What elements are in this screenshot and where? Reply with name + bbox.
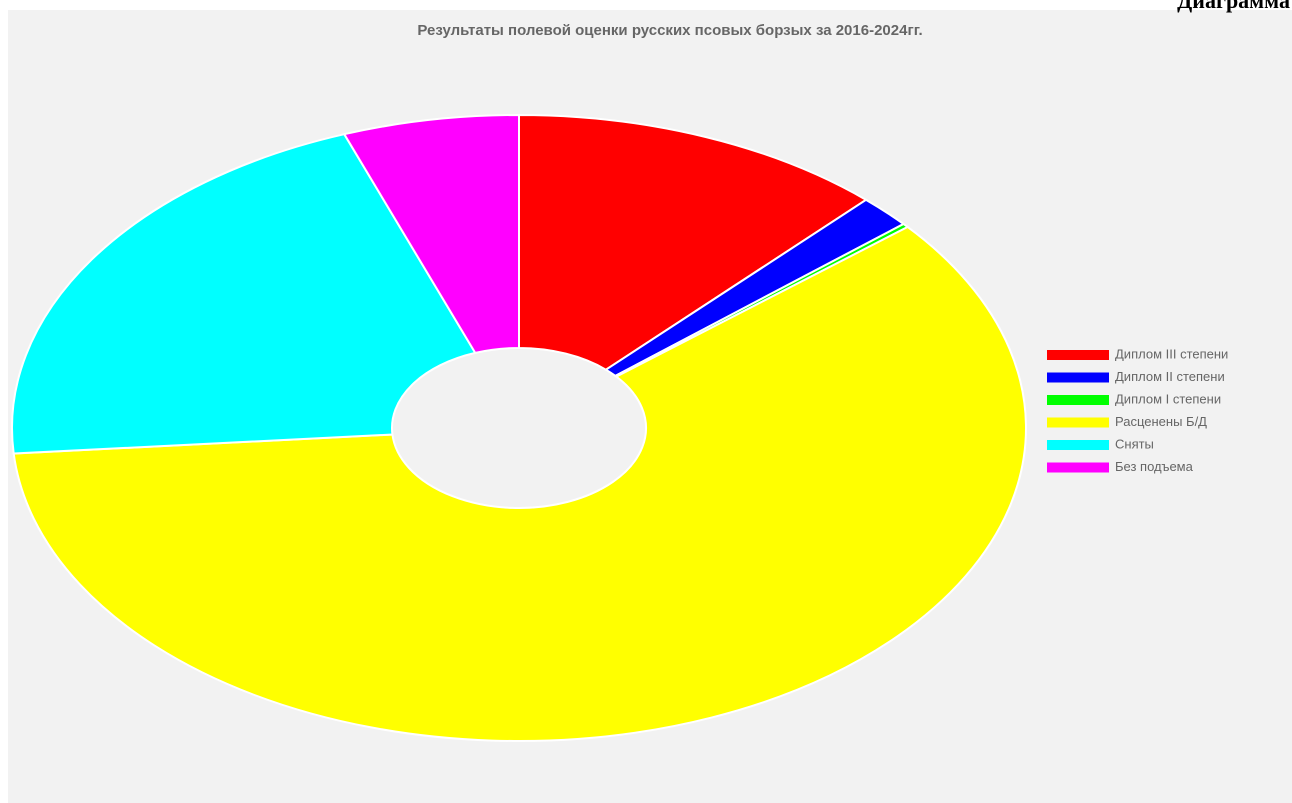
legend-label: Без подъема (1115, 459, 1194, 474)
legend-swatch (1047, 395, 1109, 405)
legend-label: Расценены Б/Д (1115, 414, 1207, 429)
doughnut-slice (518, 113, 868, 371)
legend-swatch (1047, 350, 1109, 360)
chart-title: Результаты полевой оценки русских псовых… (417, 22, 922, 39)
legend-label: Диплом II степени (1115, 369, 1225, 384)
doughnut-slice (11, 133, 477, 455)
legend-swatch (1047, 417, 1109, 428)
legend-label: Диплом I степени (1115, 391, 1221, 406)
doughnut-slice (12, 225, 1027, 742)
legend-swatch (1047, 440, 1109, 450)
legend-label: Диплом III степени (1115, 346, 1228, 361)
legend-swatch (1047, 372, 1109, 383)
doughnut-slice (342, 113, 520, 355)
legend-swatch (1047, 462, 1109, 473)
legend-label: Сняты (1115, 436, 1154, 451)
page-header: Диаграмма (1177, 0, 1290, 13)
